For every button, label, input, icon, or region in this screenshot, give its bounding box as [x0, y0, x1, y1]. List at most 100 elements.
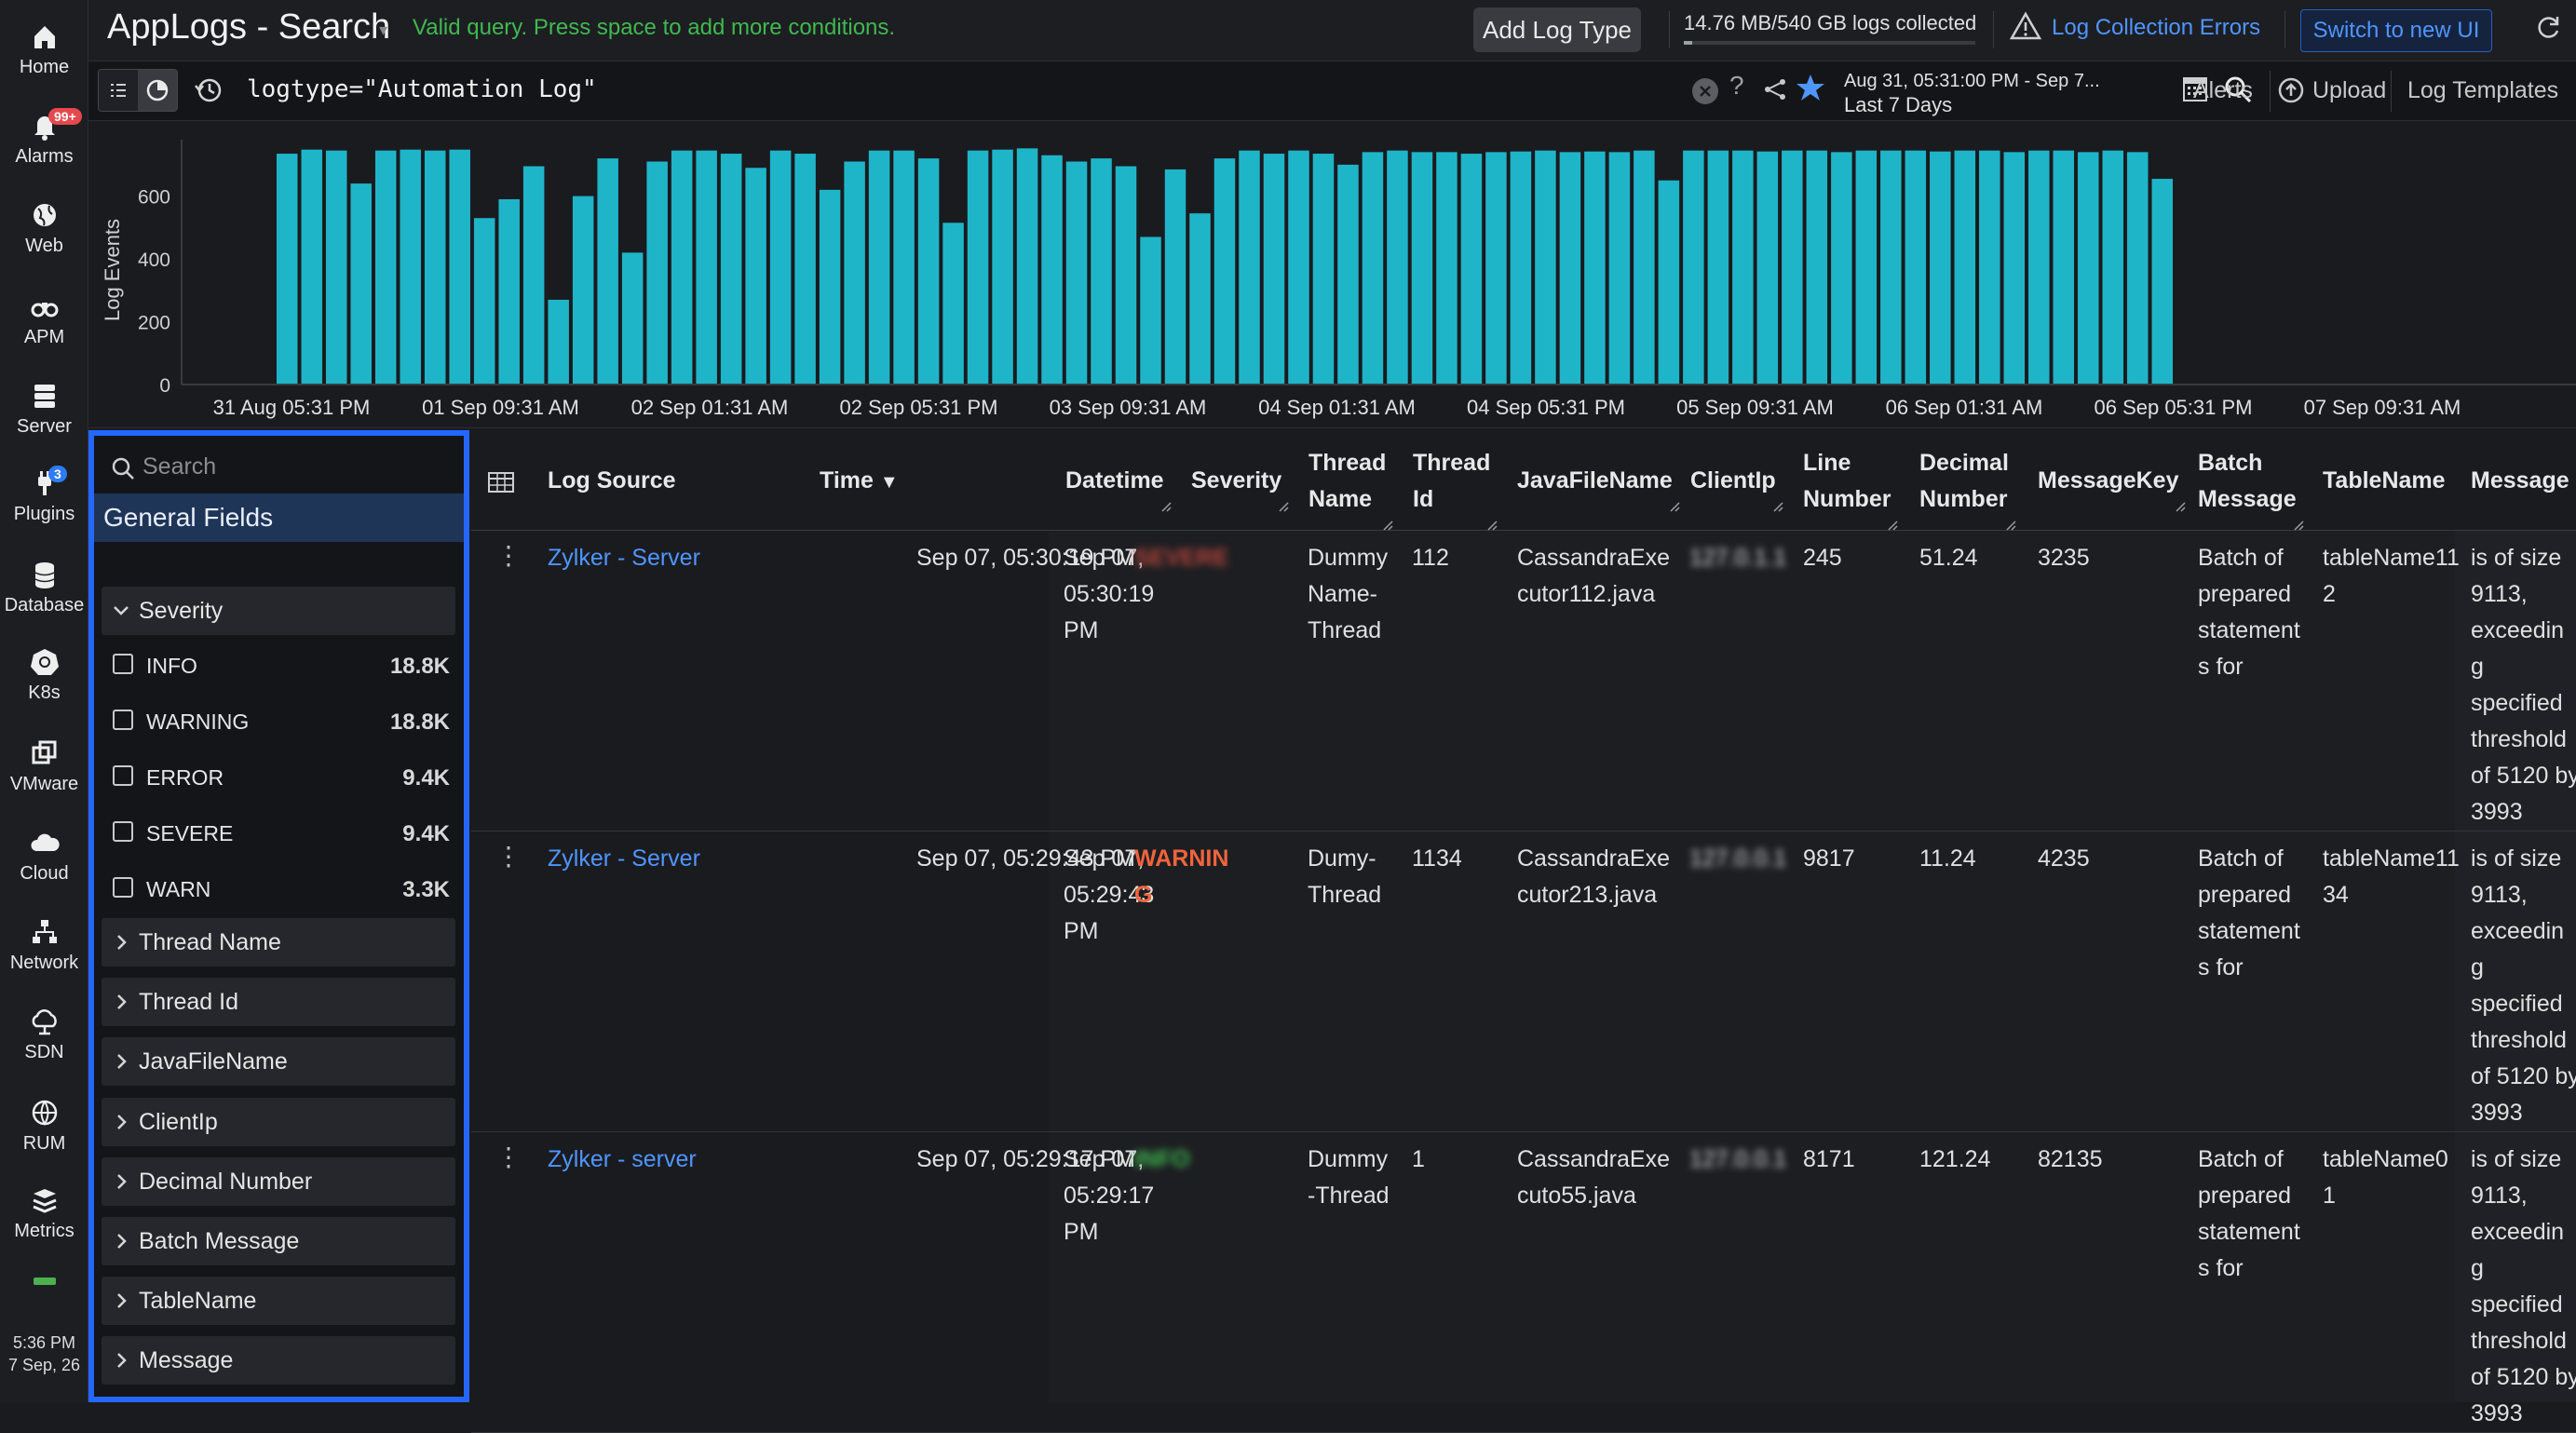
nav-item-k8s[interactable]: K8s: [0, 646, 88, 704]
upload-icon[interactable]: [2277, 76, 2305, 104]
col-message[interactable]: Message: [2471, 463, 2569, 499]
col-time[interactable]: Time ▼: [820, 463, 899, 501]
calendar-icon[interactable]: [2182, 74, 2208, 102]
share-icon[interactable]: [1762, 76, 1788, 102]
nav-item-vmware[interactable]: VMware: [0, 737, 88, 795]
nav-item-home[interactable]: Home: [0, 20, 88, 78]
cell-line: 05:29:43: [1064, 882, 1155, 908]
col-thread-name[interactable]: Thread Name: [1308, 445, 1393, 531]
col-message-key[interactable]: MessageKey: [2038, 463, 2187, 512]
log-source-link[interactable]: Zylker - server: [548, 1146, 697, 1172]
query-input[interactable]: logtype="Automation Log": [247, 75, 597, 103]
history-icon[interactable]: [193, 74, 224, 106]
field-group-decimal-number[interactable]: Decimal Number: [102, 1156, 455, 1206]
col-table-name[interactable]: TableName: [2323, 463, 2446, 499]
search-icon[interactable]: [2223, 74, 2253, 104]
field-group-thread-id[interactable]: Thread Id: [102, 978, 455, 1027]
date-range-picker[interactable]: Aug 31, 05:31:00 PM - Sep 7... Last 7 Da…: [1844, 69, 2100, 117]
nav-item-metrics[interactable]: Metrics: [0, 1184, 88, 1242]
row-menu-icon[interactable]: ⋮: [495, 541, 522, 570]
upload-link[interactable]: Upload: [2312, 77, 2387, 103]
field-group-batch-message[interactable]: Batch Message: [102, 1217, 455, 1265]
clear-query-icon[interactable]: [1690, 76, 1720, 106]
nav-item-web[interactable]: Web: [0, 199, 88, 257]
col-log-source[interactable]: Log Source: [548, 463, 676, 499]
column-resize-icon[interactable]: [2175, 501, 2187, 512]
time-cell: Sep 07, 05:29:17 PM: [916, 1146, 1135, 1172]
nav-item-cloud[interactable]: Cloud: [0, 827, 88, 885]
column-resize-icon[interactable]: [1772, 501, 1783, 512]
col-line-number[interactable]: Line Number: [1803, 445, 1898, 531]
field-group-tablename[interactable]: TableName: [102, 1277, 455, 1326]
column-resize-icon[interactable]: [1278, 501, 1289, 512]
title-dropdown-icon[interactable]: ▾: [379, 20, 388, 39]
checkbox[interactable]: [113, 710, 133, 730]
row-menu-icon[interactable]: ⋮: [495, 1142, 522, 1171]
column-resize-icon[interactable]: [1160, 501, 1172, 512]
severity-option-info[interactable]: INFO 18.8K: [102, 642, 455, 687]
refresh-icon[interactable]: [2535, 13, 2563, 41]
field-group-thread-name[interactable]: Thread Name: [102, 918, 455, 967]
col-thread-id[interactable]: Thread Id: [1413, 445, 1498, 531]
col-batch-message[interactable]: Batch Message: [2198, 445, 2304, 531]
checkbox[interactable]: [113, 821, 133, 842]
col-java-file-name[interactable]: JavaFileName: [1517, 463, 1680, 512]
column-resize-icon[interactable]: [1382, 520, 1393, 531]
time-cell: Sep 07, 05:30:19 PM: [916, 545, 1135, 571]
severity-option-warning[interactable]: WARNING 18.8K: [102, 698, 455, 743]
column-settings-icon[interactable]: [488, 472, 514, 493]
nav-label: Database: [4, 595, 85, 615]
binoculars-icon: [31, 303, 58, 318]
col-severity[interactable]: Severity: [1191, 463, 1289, 512]
column-resize-icon[interactable]: [2005, 520, 2016, 531]
nav-item-alarms[interactable]: Alarms 99+: [0, 108, 88, 168]
list-view-button[interactable]: [99, 70, 138, 111]
log-source-link[interactable]: Zylker - Server: [548, 545, 700, 571]
column-resize-icon[interactable]: [1669, 501, 1680, 512]
filter-search-input[interactable]: [141, 451, 448, 482]
add-log-type-button[interactable]: Add Log Type: [1473, 7, 1641, 52]
field-group-message[interactable]: Message: [102, 1336, 455, 1386]
log-collection-errors-link[interactable]: Log Collection Errors: [2052, 15, 2261, 40]
table-row[interactable]: ⋮ Zylker - Server Sep 07, 05:29:43 PM Sep 0…: [471, 831, 2576, 1132]
log-templates-link[interactable]: Log Templates: [2407, 77, 2559, 103]
field-group-javafilename[interactable]: JavaFileName: [102, 1037, 455, 1087]
checkbox[interactable]: [113, 877, 133, 898]
column-resize-icon[interactable]: [1887, 520, 1898, 531]
chevron-right-icon: [117, 1114, 127, 1129]
severity-group-label: Severity: [139, 598, 224, 624]
table-row[interactable]: ⋮ Zylker - Server Sep 07, 05:30:19 PM Sep 0…: [471, 531, 2576, 831]
col-decimal-number[interactable]: Decimal Number: [1919, 445, 2016, 531]
severity-option-severe[interactable]: SEVERE 9.4K: [102, 810, 455, 855]
warning-icon[interactable]: [2010, 11, 2041, 41]
severity-group-header[interactable]: Severity: [102, 587, 455, 635]
severity-option-warn[interactable]: WARN 3.3K: [102, 866, 455, 911]
nav-item-sdn[interactable]: SDN: [0, 1006, 88, 1063]
col-client-ip[interactable]: ClientIp: [1690, 463, 1783, 512]
message-key-cell: 3235: [2038, 545, 2090, 571]
column-resize-icon[interactable]: [2293, 520, 2304, 531]
table-row[interactable]: ⋮ Zylker - server Sep 07, 05:29:17 PM Sep 0…: [471, 1132, 2576, 1433]
nav-item-rum[interactable]: RUM: [0, 1097, 88, 1155]
log-source-link[interactable]: Zylker - Server: [548, 845, 700, 872]
alerts-link[interactable]: Alerts: [2193, 77, 2253, 103]
nav-item-apm[interactable]: APM: [0, 291, 88, 348]
nav-item-database[interactable]: Database: [0, 559, 88, 616]
help-icon[interactable]: ?: [1729, 71, 1744, 100]
checkbox[interactable]: [113, 654, 133, 674]
chevron-right-icon: [117, 1054, 127, 1070]
switch-to-new-ui-button[interactable]: Switch to new UI: [2300, 9, 2492, 52]
col-datetime[interactable]: Datetime: [1065, 463, 1172, 512]
field-group-clientip[interactable]: ClientIp: [102, 1097, 455, 1146]
severity-option-error[interactable]: ERROR 9.4K: [102, 754, 455, 799]
chart-view-button[interactable]: [138, 70, 177, 111]
column-resize-icon[interactable]: [1486, 520, 1498, 531]
sort-desc-icon[interactable]: ▼: [879, 472, 899, 493]
checkbox[interactable]: [113, 765, 133, 786]
favorite-star-icon[interactable]: [1796, 73, 1825, 102]
nav-item-server[interactable]: Server: [0, 380, 88, 438]
general-fields-header[interactable]: General Fields: [94, 493, 464, 542]
row-menu-icon[interactable]: ⋮: [495, 842, 522, 871]
nav-item-network[interactable]: Network: [0, 916, 88, 974]
nav-item-plugins[interactable]: Plugins 3: [0, 466, 88, 525]
